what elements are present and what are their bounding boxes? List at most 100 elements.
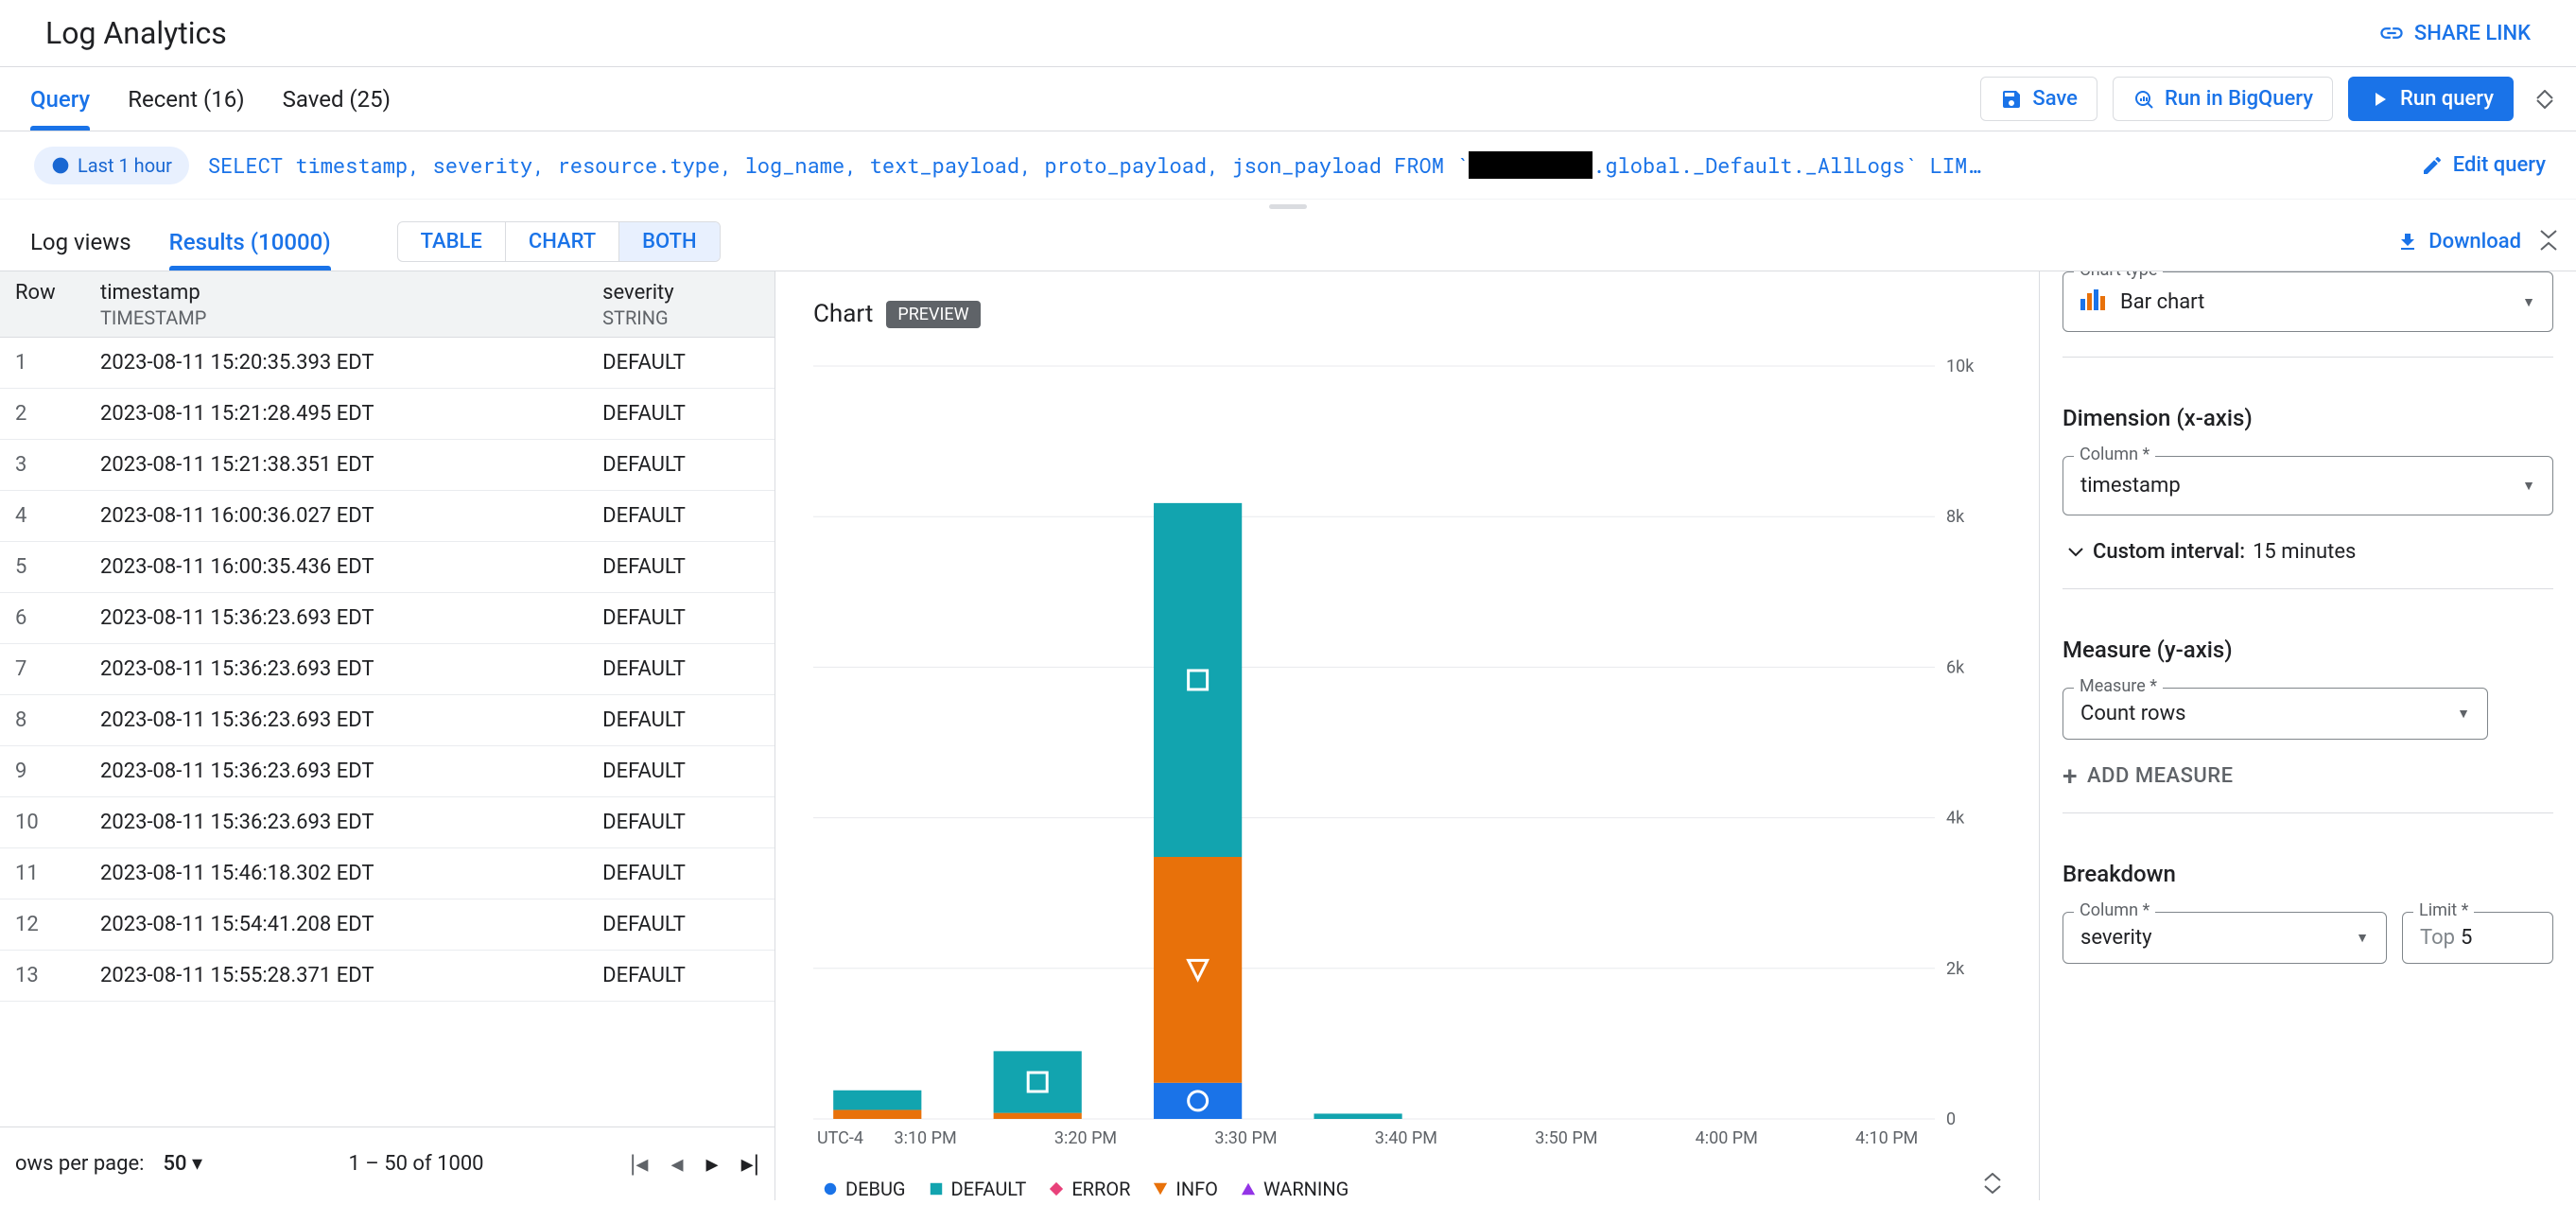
- svg-text:3:10 PM: 3:10 PM: [894, 1128, 956, 1148]
- table-column-header[interactable]: timestampTIMESTAMP: [85, 271, 587, 338]
- timestamp-cell: 2023-08-11 15:46:18.302 EDT: [85, 848, 587, 899]
- table-row[interactable]: 102023-08-11 15:36:23.693 EDTDEFAULT: [0, 797, 775, 848]
- view-mode-table[interactable]: TABLE: [398, 222, 506, 261]
- table-row[interactable]: 132023-08-11 15:55:28.371 EDTDEFAULT: [0, 951, 775, 1002]
- bar-segment[interactable]: [1154, 857, 1242, 1083]
- legend-item-label: DEFAULT: [951, 1178, 1027, 1200]
- bar-segment[interactable]: [1154, 503, 1242, 857]
- timestamp-cell: 2023-08-11 15:36:23.693 EDT: [85, 644, 587, 695]
- tab-results-label: Results (10000): [169, 229, 331, 255]
- table-row[interactable]: 32023-08-11 15:21:38.351 EDTDEFAULT: [0, 440, 775, 491]
- divider: [2063, 357, 2553, 358]
- unfold-less-icon: [2540, 230, 2557, 251]
- view-mode-both[interactable]: BOTH: [619, 222, 720, 261]
- page-last-button[interactable]: ▸|: [741, 1150, 759, 1179]
- bar-segment[interactable]: [1314, 1113, 1401, 1119]
- table-row[interactable]: 42023-08-11 16:00:36.027 EDTDEFAULT: [0, 491, 775, 542]
- bar-segment[interactable]: [994, 1113, 1082, 1119]
- tab-saved[interactable]: Saved (25): [283, 67, 391, 131]
- query-sql-text[interactable]: SELECT timestamp, severity, resource.typ…: [208, 151, 2402, 179]
- chart-plot-area[interactable]: 02k4k6k8k10kUTC-43:10 PM3:20 PM3:30 PM3:…: [813, 357, 2001, 1170]
- svg-text:3:30 PM: 3:30 PM: [1214, 1128, 1277, 1148]
- table-row[interactable]: 122023-08-11 15:54:41.208 EDTDEFAULT: [0, 899, 775, 951]
- svg-text:2k: 2k: [1946, 959, 1965, 979]
- tab-recent[interactable]: Recent (16): [128, 67, 244, 131]
- bar-segment[interactable]: [994, 1051, 1082, 1112]
- custom-interval-toggle[interactable]: Custom interval: 15 minutes: [2066, 540, 2553, 564]
- results-table: Row timestampTIMESTAMPseveritySTRING 120…: [0, 271, 775, 1002]
- tab-log-views[interactable]: Log views: [30, 213, 131, 271]
- table-column-header[interactable]: Row: [0, 271, 85, 338]
- tab-query[interactable]: Query: [30, 67, 90, 131]
- view-mode-chart[interactable]: CHART: [506, 222, 619, 261]
- legend-item-label: DEBUG: [845, 1178, 906, 1200]
- breakdown-column-select[interactable]: Column * severity ▼: [2063, 912, 2387, 964]
- severity-cell: DEFAULT: [587, 899, 775, 951]
- page-next-button[interactable]: ▸: [706, 1150, 719, 1179]
- table-row[interactable]: 22023-08-11 15:21:28.495 EDTDEFAULT: [0, 389, 775, 440]
- download-button[interactable]: Download: [2396, 230, 2521, 253]
- add-measure-button[interactable]: + ADD MEASURE: [2063, 764, 2553, 788]
- table-pager: ows per page: 50 ▾ 1 – 50 of 1000 |◂ ◂ ▸…: [0, 1126, 775, 1200]
- chart-panel: Chart PREVIEW 02k4k6k8k10kUTC-43:10 PM3:…: [775, 271, 2576, 1200]
- rows-per-page-select[interactable]: 50 ▾: [164, 1152, 203, 1176]
- legend-item-label: WARNING: [1263, 1178, 1349, 1200]
- edit-query-button[interactable]: Edit query: [2421, 153, 2546, 177]
- dimension-section-title: Dimension (x-axis): [2063, 405, 2553, 431]
- tab-recent-label: Recent (16): [128, 86, 244, 113]
- tab-query-label: Query: [30, 86, 90, 113]
- time-range-label: Last 1 hour: [78, 154, 172, 177]
- table-row[interactable]: 82023-08-11 15:36:23.693 EDTDEFAULT: [0, 695, 775, 746]
- run-bigquery-button[interactable]: Run in BigQuery: [2113, 77, 2333, 121]
- divider: [2063, 588, 2553, 589]
- chart-legend: DEBUG DEFAULT ERROR INFO WARNING: [823, 1178, 1349, 1200]
- chart-type-select[interactable]: Chart type Bar chart ▼: [2063, 271, 2553, 332]
- rows-per-page-label: ows per page:: [15, 1152, 145, 1176]
- time-range-chip[interactable]: Last 1 hour: [34, 147, 189, 184]
- expand-collapse-toggle[interactable]: [2529, 90, 2561, 109]
- panel-resize-handle[interactable]: [0, 200, 2576, 213]
- legend-item[interactable]: ERROR: [1049, 1178, 1130, 1200]
- bar-segment[interactable]: [833, 1109, 921, 1119]
- plus-icon: +: [2063, 767, 2078, 786]
- results-table-panel: Row timestampTIMESTAMPseveritySTRING 120…: [0, 271, 775, 1200]
- table-row[interactable]: 62023-08-11 15:36:23.693 EDTDEFAULT: [0, 593, 775, 644]
- legend-item[interactable]: DEBUG: [823, 1178, 906, 1200]
- table-row[interactable]: 72023-08-11 15:36:23.693 EDTDEFAULT: [0, 644, 775, 695]
- table-column-header[interactable]: severitySTRING: [587, 271, 775, 338]
- page-range-label: 1 – 50 of 1000: [349, 1152, 484, 1176]
- bar-segment[interactable]: [1154, 1083, 1242, 1119]
- legend-item-label: ERROR: [1071, 1178, 1130, 1200]
- page-first-button[interactable]: |◂: [630, 1150, 648, 1179]
- results-toolbar: Log views Results (10000) TABLE CHART BO…: [0, 213, 2576, 271]
- chart-expand-button[interactable]: [1984, 1173, 2001, 1197]
- measure-select[interactable]: Measure * Count rows ▼: [2063, 688, 2488, 740]
- legend-item[interactable]: INFO: [1153, 1178, 1218, 1200]
- legend-item[interactable]: DEFAULT: [929, 1178, 1027, 1200]
- table-row[interactable]: 12023-08-11 15:20:35.393 EDTDEFAULT: [0, 338, 775, 389]
- collapse-results-button[interactable]: [2536, 226, 2561, 258]
- dimension-column-select[interactable]: Column * timestamp ▼: [2063, 456, 2553, 515]
- chevron-down-icon: ▼: [2522, 294, 2535, 310]
- table-row[interactable]: 92023-08-11 15:36:23.693 EDTDEFAULT: [0, 746, 775, 797]
- svg-text:4k: 4k: [1946, 809, 1965, 829]
- run-query-button[interactable]: Run query: [2348, 77, 2514, 121]
- tab-results[interactable]: Results (10000): [169, 213, 331, 271]
- save-button[interactable]: Save: [1980, 77, 2097, 121]
- limit-input[interactable]: Limit * Top5: [2402, 912, 2553, 964]
- table-row[interactable]: 112023-08-11 15:46:18.302 EDTDEFAULT: [0, 848, 775, 899]
- pencil-icon: [2421, 154, 2444, 177]
- share-link-button[interactable]: SHARE LINK: [2378, 20, 2531, 46]
- breakdown-col-legend: Column *: [2074, 900, 2155, 920]
- legend-item[interactable]: WARNING: [1241, 1178, 1349, 1200]
- rows-per-page-value: 50: [164, 1152, 187, 1176]
- timestamp-cell: 2023-08-11 15:36:23.693 EDT: [85, 746, 587, 797]
- dimension-col-legend: Column *: [2074, 445, 2155, 464]
- bar-segment[interactable]: [833, 1091, 921, 1110]
- table-row[interactable]: 52023-08-11 16:00:35.436 EDTDEFAULT: [0, 542, 775, 593]
- svg-text:6k: 6k: [1946, 657, 1965, 677]
- page-prev-button[interactable]: ◂: [670, 1150, 683, 1179]
- column-header-name: Row: [15, 281, 56, 305]
- row-number-cell: 4: [0, 491, 85, 542]
- severity-cell: DEFAULT: [587, 491, 775, 542]
